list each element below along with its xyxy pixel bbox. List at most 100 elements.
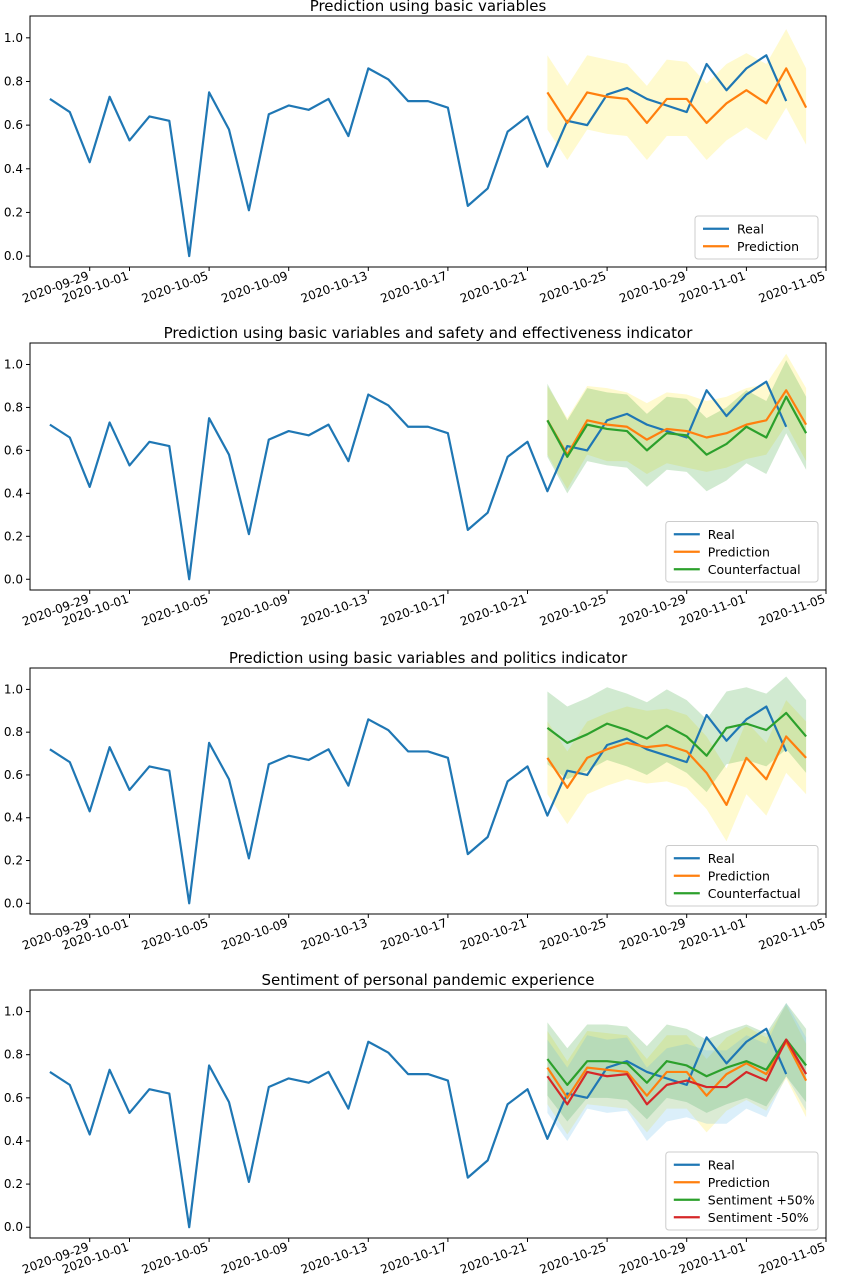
legend-label: Counterfactual <box>708 562 801 577</box>
legend: Real Prediction <box>694 215 819 260</box>
legend-label: Real <box>708 1157 735 1172</box>
series-line-2 <box>546 389 808 456</box>
series-line-2 <box>546 1040 808 1099</box>
x-tick-label: 2020-10-17 <box>379 916 449 953</box>
y-tick-label: 1.0 <box>4 31 23 45</box>
x-tick-label: 2020-10-13 <box>299 592 369 629</box>
legend-label: Counterfactual <box>708 886 801 901</box>
legend-label: Prediction <box>708 544 770 559</box>
y-tick-label: 0.6 <box>4 768 23 782</box>
chart-panel-4: Sentiment of personal pandemic experienc… <box>4 971 827 1277</box>
chart-title: Prediction using basic variables and saf… <box>164 324 694 342</box>
series-line-2 <box>546 735 807 807</box>
y-tick-label: 0.4 <box>4 1134 23 1148</box>
legend-label: Prediction <box>737 239 799 254</box>
y-tick-label: 0.8 <box>4 74 23 88</box>
plot-frame <box>29 667 827 915</box>
legend-label: Real <box>708 527 735 542</box>
y-tick-label: 0.0 <box>4 1220 23 1234</box>
x-tick-label: 2020-10-25 <box>538 592 608 629</box>
legend-box <box>665 521 819 583</box>
series-line-1 <box>49 705 788 905</box>
x-tick-label: 2020-11-05 <box>757 592 827 629</box>
legend-label: Prediction <box>708 868 770 883</box>
y-tick-label: 0.8 <box>4 725 23 739</box>
y-tick-label: 0.4 <box>4 162 23 176</box>
x-tick-label: 2020-10-13 <box>299 1240 369 1277</box>
x-tick-label: 2020-10-29 <box>617 1240 687 1277</box>
y-tick-label: 0.0 <box>4 249 23 263</box>
confidence-band-2 <box>547 29 807 161</box>
confidence-band-2 <box>547 353 807 490</box>
chart-panel-1: Prediction using basic variables 0.0 0.2 0.… <box>4 0 827 306</box>
y-tick-label: 0.8 <box>4 1048 23 1062</box>
series-line-4 <box>546 1038 808 1106</box>
y-tick-label: 0.6 <box>4 1091 23 1105</box>
legend-label: Sentiment -50% <box>708 1210 809 1225</box>
x-tick-label: 2020-10-29 <box>617 592 687 629</box>
legend-label: Real <box>737 221 764 236</box>
y-tick-label: 1.0 <box>4 1005 23 1019</box>
x-tick-label: 2020-10-17 <box>379 1240 449 1277</box>
x-tick-label: 2020-11-05 <box>757 1240 827 1277</box>
x-tick-label: 2020-10-21 <box>458 1240 528 1277</box>
chart-title: Prediction using basic variables and pol… <box>229 649 628 667</box>
legend-box <box>665 845 819 907</box>
y-tick-label: 0.4 <box>4 811 23 825</box>
legend-label: Sentiment +50% <box>708 1192 815 1207</box>
legend-box <box>694 215 819 260</box>
chart-panel-2: Prediction using basic variables and saf… <box>4 324 827 629</box>
x-tick-label: 2020-10-05 <box>140 592 210 629</box>
chart-title: Sentiment of personal pandemic experienc… <box>262 971 595 989</box>
plot-frame <box>29 342 827 591</box>
legend: Real Prediction Counterfactual <box>665 521 819 583</box>
x-tick-label: 2020-10-21 <box>458 592 528 629</box>
series-line-2 <box>546 67 808 125</box>
legend-label: Real <box>708 851 735 866</box>
chart-title: Prediction using basic variables <box>310 0 547 15</box>
x-tick-label: 2020-11-01 <box>677 1240 747 1277</box>
x-tick-label: 2020-10-09 <box>219 916 289 953</box>
x-tick-label: 2020-10-05 <box>140 269 210 306</box>
x-tick-label: 2020-10-29 <box>617 269 687 306</box>
series-line-3 <box>546 1038 807 1086</box>
x-tick-label: 2020-10-25 <box>538 269 608 306</box>
x-tick-label: 2020-10-21 <box>458 269 528 306</box>
confidence-band-2 <box>547 1005 807 1135</box>
y-tick-label: 1.0 <box>4 357 23 371</box>
x-tick-label: 2020-11-01 <box>677 269 747 306</box>
legend: Real Prediction Sentiment +50% Sentiment -5… <box>665 1151 819 1231</box>
legend-box <box>665 1151 819 1231</box>
y-tick-label: 0.6 <box>4 443 23 457</box>
confidence-band-3 <box>547 360 807 494</box>
x-tick-label: 2020-10-05 <box>140 1240 210 1277</box>
legend: Real Prediction Counterfactual <box>665 845 819 907</box>
x-tick-label: 2020-10-29 <box>617 916 687 953</box>
x-tick-label: 2020-10-21 <box>458 916 528 953</box>
y-tick-label: 0.2 <box>4 1177 23 1191</box>
x-tick-label: 2020-10-13 <box>299 269 369 306</box>
x-tick-label: 2020-10-09 <box>219 269 289 306</box>
y-tick-label: 0.6 <box>4 118 23 132</box>
chart-panel-3: Prediction using basic variables and pol… <box>4 649 827 953</box>
series-line-3 <box>546 711 807 757</box>
x-tick-label: 2020-11-01 <box>677 916 747 953</box>
series-line-3 <box>546 395 808 458</box>
x-tick-label: 2020-11-05 <box>757 916 827 953</box>
x-tick-label: 2020-10-09 <box>219 592 289 629</box>
plot-frame <box>29 15 827 268</box>
x-tick-label: 2020-11-05 <box>757 269 827 306</box>
y-tick-label: 0.2 <box>4 854 23 868</box>
confidence-band-2 <box>547 700 807 842</box>
x-tick-label: 2020-11-01 <box>677 592 747 629</box>
y-tick-label: 0.0 <box>4 572 23 586</box>
y-tick-label: 0.2 <box>4 529 23 543</box>
legend-label: Prediction <box>708 1175 770 1190</box>
y-tick-label: 0.4 <box>4 486 23 500</box>
x-tick-label: 2020-10-25 <box>538 1240 608 1277</box>
x-tick-label: 2020-10-17 <box>379 592 449 629</box>
y-tick-label: 0.0 <box>4 896 23 910</box>
y-tick-label: 0.8 <box>4 400 23 414</box>
x-tick-label: 2020-10-17 <box>379 269 449 306</box>
